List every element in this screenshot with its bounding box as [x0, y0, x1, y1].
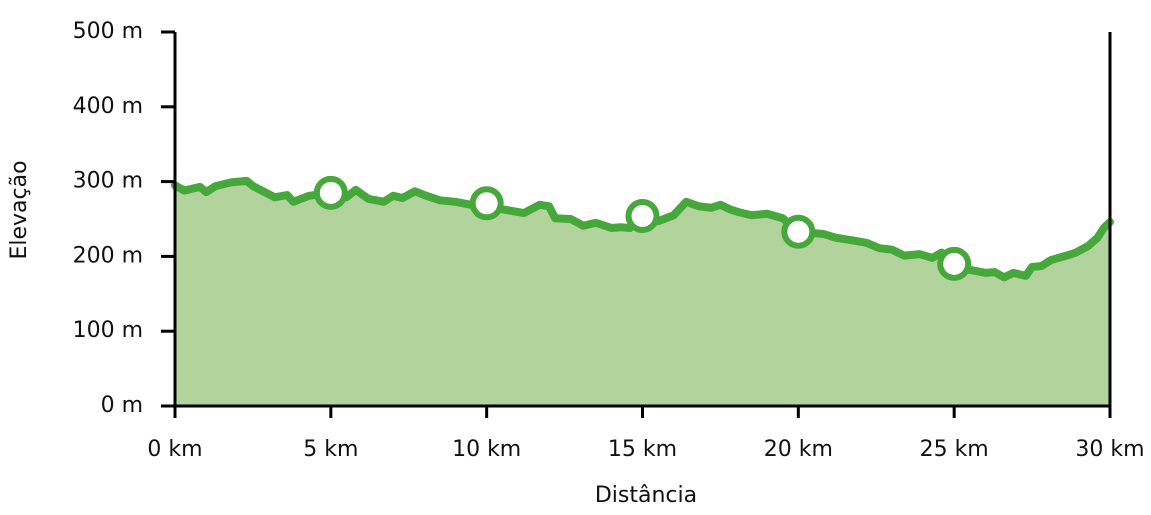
y-tick-label: 200 m [73, 243, 143, 268]
x-tick-label: 10 km [452, 437, 521, 462]
x-tick-label: 30 km [1075, 437, 1144, 462]
x-tick-label: 0 km [147, 437, 202, 462]
area-fill [175, 180, 1110, 406]
marker [781, 214, 816, 249]
marker [469, 186, 504, 221]
x-axis-title: Distância [595, 483, 697, 508]
x-tick-label: 25 km [920, 437, 989, 462]
y-tick-label: 400 m [73, 94, 143, 119]
x-tick-label: 5 km [303, 437, 358, 462]
y-tick-label: 0 m [101, 393, 143, 418]
x-tick-label: 20 km [764, 437, 833, 462]
y-axis-title: Elevação [7, 160, 32, 259]
y-tick-label: 500 m [73, 19, 143, 44]
marker [937, 246, 972, 281]
y-tick-label: 300 m [73, 169, 143, 194]
marker [625, 199, 660, 234]
marker [313, 175, 348, 210]
y-tick-label: 100 m [73, 318, 143, 343]
x-tick-label: 15 km [608, 437, 677, 462]
